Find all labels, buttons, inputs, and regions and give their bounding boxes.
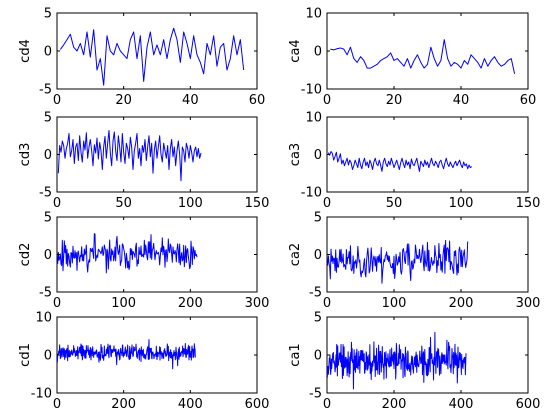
x-tick-label: 0 xyxy=(323,397,331,412)
x-tick-label: 200 xyxy=(178,296,203,311)
series-line-cd3 xyxy=(57,130,202,182)
x-tick-label: 300 xyxy=(516,296,541,311)
y-tick-label: 5 xyxy=(44,7,52,22)
series-line-ca2 xyxy=(327,239,469,284)
x-tick-label: 150 xyxy=(245,196,270,211)
x-tick-label: 100 xyxy=(382,296,407,311)
x-tick-label: 20 xyxy=(386,93,403,108)
y-tick-label: 0 xyxy=(44,248,52,263)
y-tick-label: -10 xyxy=(301,186,322,201)
x-tick-label: 0 xyxy=(323,296,331,311)
series-line-ca4 xyxy=(330,39,516,74)
y-tick-label: -5 xyxy=(309,286,322,301)
x-tick-label: 60 xyxy=(520,93,537,108)
x-tick-label: 0 xyxy=(323,93,331,108)
x-tick-label: 600 xyxy=(245,397,270,412)
series-line-cd2 xyxy=(57,233,198,274)
x-tick-label: 400 xyxy=(178,397,203,412)
x-tick-label: 50 xyxy=(386,196,403,211)
y-axis-label: cd1 xyxy=(18,343,33,367)
y-tick-label: 10 xyxy=(35,311,52,326)
y-tick-label: 5 xyxy=(44,111,52,126)
x-tick-label: 40 xyxy=(182,93,199,108)
y-axis-label: ca1 xyxy=(288,343,303,366)
x-tick-label: 100 xyxy=(178,196,203,211)
y-axis-label: ca3 xyxy=(288,143,303,166)
y-tick-label: -5 xyxy=(309,387,322,402)
y-axis-label: cd4 xyxy=(18,39,33,63)
series-line-cd1 xyxy=(57,339,196,370)
y-tick-label: 0 xyxy=(314,148,322,163)
y-axis-label: ca2 xyxy=(288,243,303,266)
y-axis-label: ca4 xyxy=(288,39,303,62)
y-tick-label: 5 xyxy=(44,211,52,226)
series-line-cd4 xyxy=(59,27,245,86)
x-tick-label: 100 xyxy=(449,196,474,211)
y-axis-label: cd3 xyxy=(18,143,33,167)
x-tick-label: 0 xyxy=(53,296,61,311)
x-tick-label: 60 xyxy=(249,93,266,108)
x-tick-label: 200 xyxy=(111,397,136,412)
y-tick-label: 0 xyxy=(314,45,322,60)
y-tick-label: 5 xyxy=(314,311,322,326)
plot-frame xyxy=(56,12,258,90)
x-tick-label: 40 xyxy=(453,93,470,108)
y-tick-label: 0 xyxy=(314,349,322,364)
y-tick-label: 5 xyxy=(314,211,322,226)
y-tick-label: -5 xyxy=(39,83,52,98)
x-tick-label: 20 xyxy=(115,93,132,108)
plot-frame xyxy=(326,116,529,193)
y-tick-label: 10 xyxy=(305,111,322,126)
x-tick-label: 0 xyxy=(323,196,331,211)
y-tick-label: 0 xyxy=(44,349,52,364)
y-tick-label: -10 xyxy=(31,387,52,402)
x-tick-label: 50 xyxy=(115,196,132,211)
y-tick-label: -5 xyxy=(39,286,52,301)
plot-frame xyxy=(326,12,529,90)
y-axis-label: cd2 xyxy=(18,243,33,267)
x-tick-label: 400 xyxy=(449,397,474,412)
y-tick-label: 0 xyxy=(44,148,52,163)
x-tick-label: 0 xyxy=(53,397,61,412)
y-tick-label: 0 xyxy=(44,45,52,60)
y-tick-label: -5 xyxy=(39,186,52,201)
x-tick-label: 200 xyxy=(449,296,474,311)
y-tick-label: 0 xyxy=(314,248,322,263)
x-tick-label: 100 xyxy=(111,296,136,311)
x-tick-label: 300 xyxy=(245,296,270,311)
x-tick-label: 600 xyxy=(516,397,541,412)
x-tick-label: 150 xyxy=(516,196,541,211)
y-tick-label: 10 xyxy=(305,7,322,22)
x-tick-label: 200 xyxy=(382,397,407,412)
series-line-ca3 xyxy=(327,151,473,172)
series-line-ca1 xyxy=(327,331,467,390)
x-tick-label: 0 xyxy=(53,93,61,108)
x-tick-label: 0 xyxy=(53,196,61,211)
y-tick-label: -10 xyxy=(301,83,322,98)
